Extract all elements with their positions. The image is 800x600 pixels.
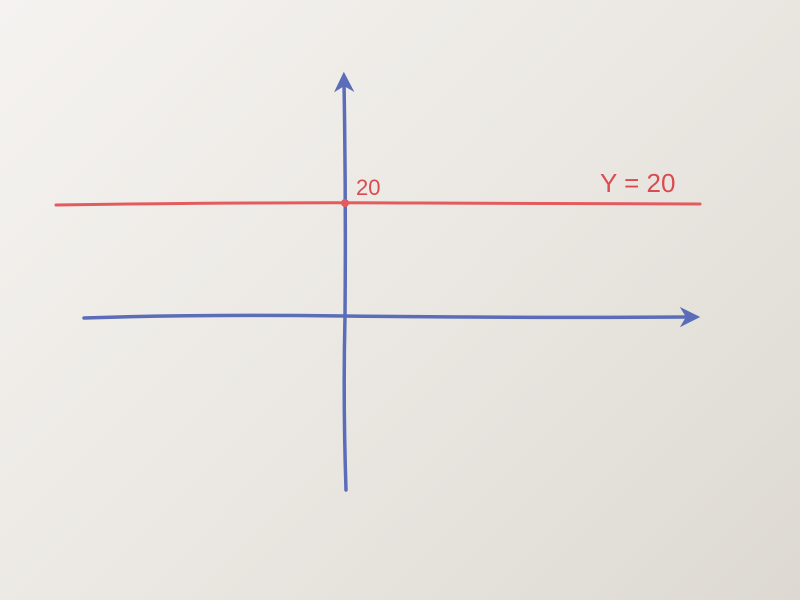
intercept-label: 20 <box>356 175 380 200</box>
x-axis <box>84 315 690 318</box>
equation-label: Y = 20 <box>600 168 675 198</box>
whiteboard-surface: 20 Y = 20 <box>0 0 800 600</box>
y-intercept-dot <box>341 199 349 207</box>
diagram-svg: 20 Y = 20 <box>0 0 800 600</box>
horizontal-line-y20 <box>56 203 700 205</box>
y-axis <box>344 82 346 490</box>
